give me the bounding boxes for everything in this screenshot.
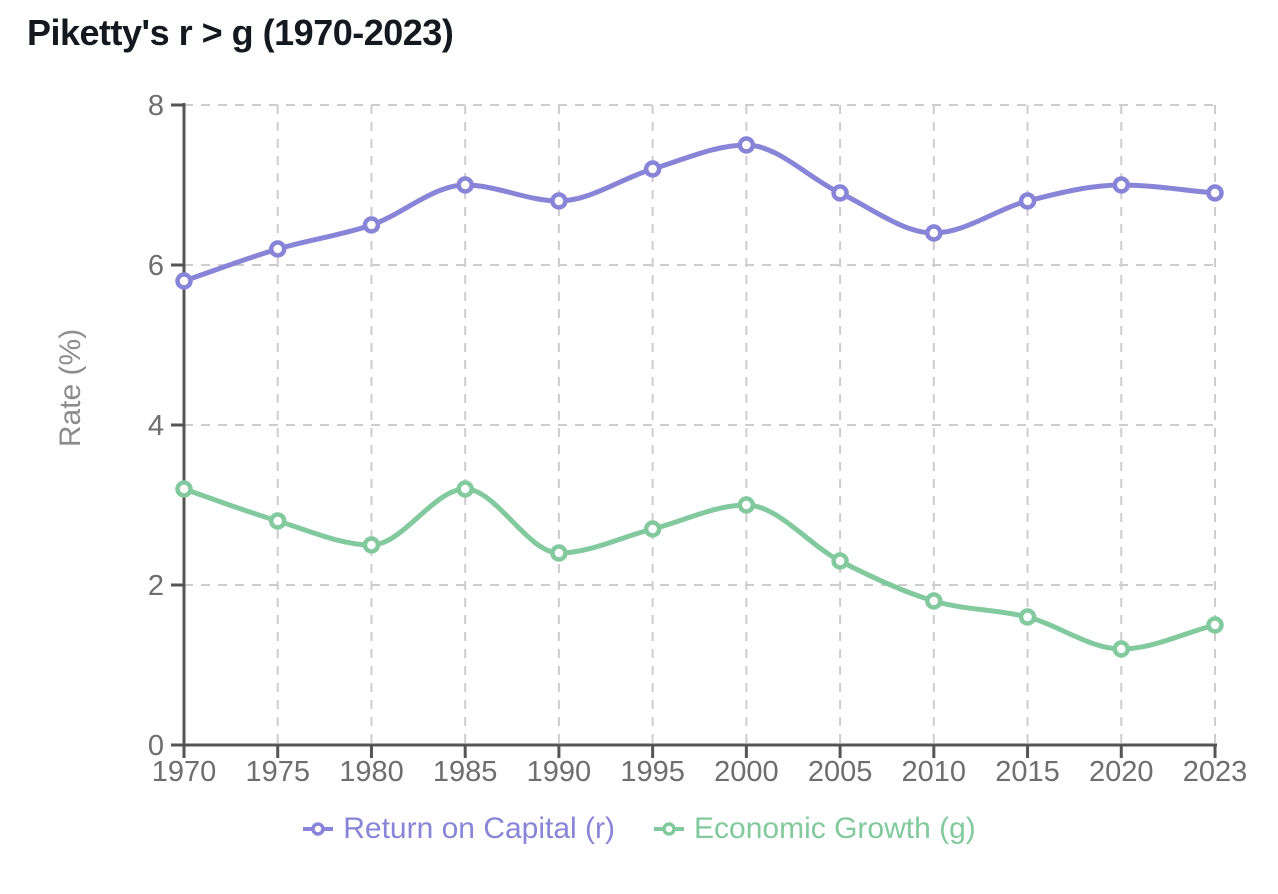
chart-legend: Return on Capital (r) Economic Growth (g… <box>0 814 1278 844</box>
y-tick-label: 6 <box>148 250 164 282</box>
data-point-economic-growth-g[interactable] <box>1112 640 1131 658</box>
data-point-return-on-capital-r[interactable] <box>831 184 849 202</box>
data-point-economic-growth-g[interactable] <box>1018 608 1037 626</box>
data-point-return-on-capital-r[interactable] <box>643 160 662 178</box>
data-point-return-on-capital-r[interactable] <box>175 272 193 290</box>
x-tick-label: 2005 <box>808 756 873 788</box>
data-point-return-on-capital-r[interactable] <box>737 136 756 154</box>
data-point-return-on-capital-r[interactable] <box>268 240 287 258</box>
x-tick-label: 2015 <box>995 756 1060 788</box>
data-point-economic-growth-g[interactable] <box>737 496 756 514</box>
data-point-return-on-capital-r[interactable] <box>925 224 943 242</box>
data-point-economic-growth-g[interactable] <box>175 480 193 498</box>
data-point-economic-growth-g[interactable] <box>1206 616 1224 634</box>
x-tick-label: 1990 <box>527 756 592 788</box>
x-tick-label: 2023 <box>1183 756 1248 788</box>
data-point-economic-growth-g[interactable] <box>643 520 662 538</box>
series-line-return-on-capital-r <box>181 142 1218 284</box>
x-tick-label: 2010 <box>902 756 967 788</box>
legend-item-economic-growth: Economic Growth (g) <box>653 814 976 844</box>
chart-title: Piketty's r > g (1970-2023) <box>27 12 454 53</box>
data-point-return-on-capital-r[interactable] <box>456 176 474 194</box>
line-marker-icon <box>654 822 685 836</box>
x-tick-label: 1980 <box>339 756 404 788</box>
y-tick-label: 2 <box>148 570 164 602</box>
data-point-return-on-capital-r[interactable] <box>550 192 568 210</box>
data-point-economic-growth-g[interactable] <box>550 544 568 562</box>
x-tick-label: 1970 <box>152 756 217 788</box>
data-point-return-on-capital-r[interactable] <box>1206 184 1224 202</box>
x-tick-label: 2000 <box>714 756 779 788</box>
x-tick-label: 1985 <box>433 756 498 788</box>
data-point-economic-growth-g[interactable] <box>362 536 381 554</box>
x-tick-label: 2020 <box>1089 756 1154 788</box>
legend-label: Economic Growth (g) <box>694 812 976 845</box>
line-marker-icon <box>303 822 334 836</box>
x-tick-label: 1975 <box>245 756 310 788</box>
y-axis-label: Rate (%) <box>54 329 87 447</box>
data-point-economic-growth-g[interactable] <box>456 480 474 498</box>
y-tick-label: 8 <box>148 90 164 122</box>
y-tick-label: 4 <box>148 410 164 442</box>
data-point-return-on-capital-r[interactable] <box>362 216 381 234</box>
data-point-return-on-capital-r[interactable] <box>1018 192 1037 210</box>
data-point-economic-growth-g[interactable] <box>831 552 849 570</box>
series-line-economic-growth-g <box>181 486 1218 652</box>
data-point-return-on-capital-r[interactable] <box>1112 176 1131 194</box>
data-point-economic-growth-g[interactable] <box>925 592 943 610</box>
data-point-economic-growth-g[interactable] <box>268 512 287 530</box>
legend-item-return-on-capital: Return on Capital (r) <box>302 814 615 844</box>
y-tick-label: 0 <box>148 730 164 762</box>
x-tick-label: 1995 <box>620 756 685 788</box>
legend-label: Return on Capital (r) <box>343 812 616 845</box>
